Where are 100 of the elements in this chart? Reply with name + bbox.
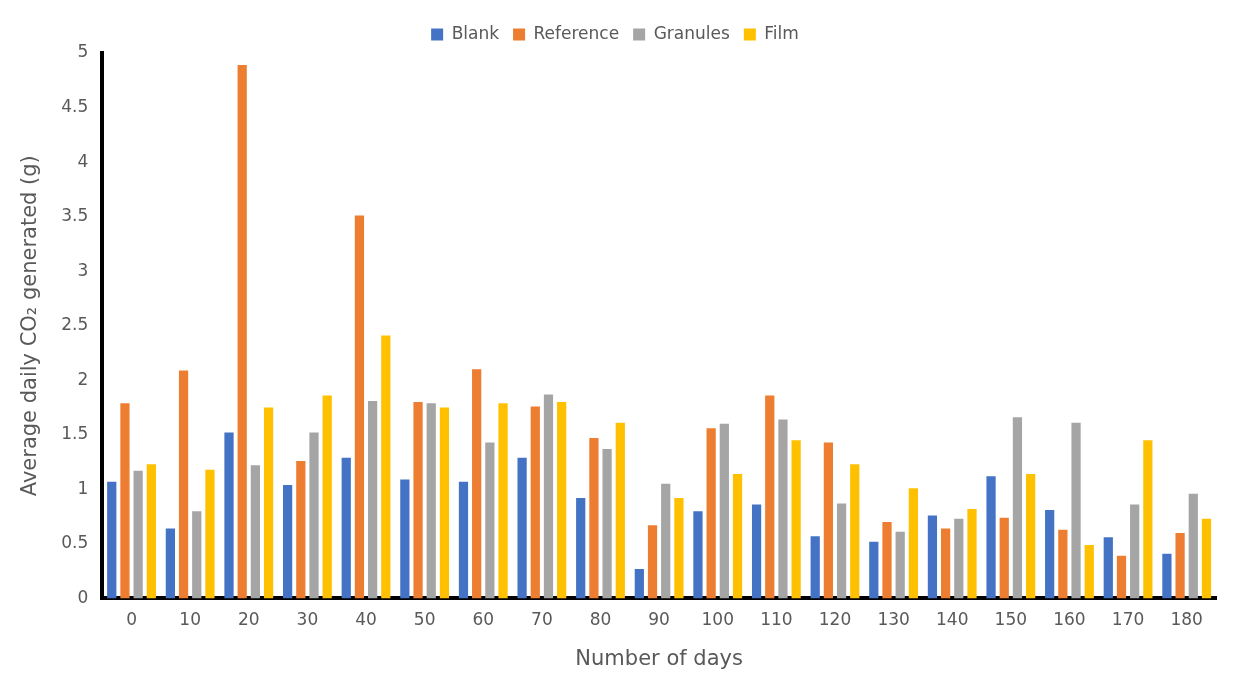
bar [869,541,879,599]
bar [602,448,612,599]
x-tick-label: 160 [1053,609,1086,630]
x-tick-label: 140 [935,609,969,630]
bar [530,406,540,599]
x-tick-label: 0 [126,609,137,630]
bar [178,370,189,599]
bar [615,422,625,599]
legend-label: Reference [533,22,620,43]
bar [751,504,762,599]
bar [1012,417,1023,599]
bar [354,215,365,599]
bar [1084,544,1094,599]
legend-label: Granules [653,22,730,43]
legend-label: Blank [451,22,500,43]
bar [133,470,143,599]
bar [823,442,833,599]
bar [765,395,775,599]
bar [1188,493,1198,599]
bar [263,407,274,599]
bar [706,428,716,599]
bar [224,432,234,599]
bar [732,474,743,599]
y-tick-label: 5 [77,41,89,62]
bar [472,369,482,599]
x-tick-label: 90 [648,609,670,630]
bar [381,335,391,599]
bar [908,488,918,599]
bar [1116,555,1127,599]
bar [1045,510,1055,599]
y-tick-label: 1 [77,477,89,498]
y-tick-label: 0.5 [61,532,89,553]
bar [778,419,788,599]
bar [674,498,684,599]
bar [309,432,319,599]
bar [954,518,964,599]
x-tick-label: 180 [1170,609,1203,630]
bar [1175,532,1185,599]
bar [485,442,495,599]
x-tick-label: 60 [472,609,495,630]
x-tick-label: 150 [994,609,1028,630]
bar [165,528,175,599]
y-tick-label: 3 [77,259,89,280]
bar [341,457,351,599]
bar [237,65,247,599]
bar [661,483,671,599]
bar [458,481,469,599]
bar [250,465,260,599]
bar [283,484,293,599]
x-tick-label: 30 [296,609,319,630]
bar [498,403,508,599]
bar [1201,518,1212,599]
bar [517,457,527,599]
bar [400,479,410,599]
bar [439,407,450,599]
legend-label: Film [764,22,799,43]
bar [192,511,202,599]
x-axis-title: Number of days [575,645,743,670]
bar [986,476,996,599]
bar [895,531,905,599]
x-tick-label: 130 [877,609,910,630]
bar [557,402,567,599]
bar [1130,504,1140,599]
bar [205,469,215,599]
y-tick-label: 2 [77,368,89,389]
y-tick-label: 0 [77,586,89,607]
bar [1103,537,1113,599]
bar [967,508,977,599]
bar [120,403,130,599]
bar [810,536,820,599]
bar [146,464,156,599]
y-axis-title: Average daily CO₂ generated (g) [17,155,42,497]
bar [882,522,892,599]
x-tick-label: 70 [531,609,553,630]
bar [941,528,951,599]
y-tick-label: 2.5 [61,314,89,335]
y-tick-label: 3.5 [61,205,89,226]
bar [426,403,436,599]
x-tick-label: 50 [413,609,436,630]
bar [1026,474,1036,599]
bar [322,395,332,599]
x-tick-label: 170 [1111,609,1145,630]
bar [413,402,423,599]
bar [999,517,1009,599]
bar [791,440,801,599]
bar [647,525,658,599]
x-tick-label: 100 [701,609,734,630]
bar [836,503,847,599]
bar [1071,422,1081,599]
bar [927,515,938,599]
y-tick-label: 4.5 [61,95,89,116]
y-tick-label: 1.5 [61,423,89,444]
bar [107,481,117,599]
bar [1143,440,1153,599]
x-tick-label: 10 [179,609,201,630]
bar [850,464,860,599]
bar [1162,553,1172,599]
bar [589,438,599,599]
x-tick-label: 20 [237,609,260,630]
bar [368,400,378,599]
